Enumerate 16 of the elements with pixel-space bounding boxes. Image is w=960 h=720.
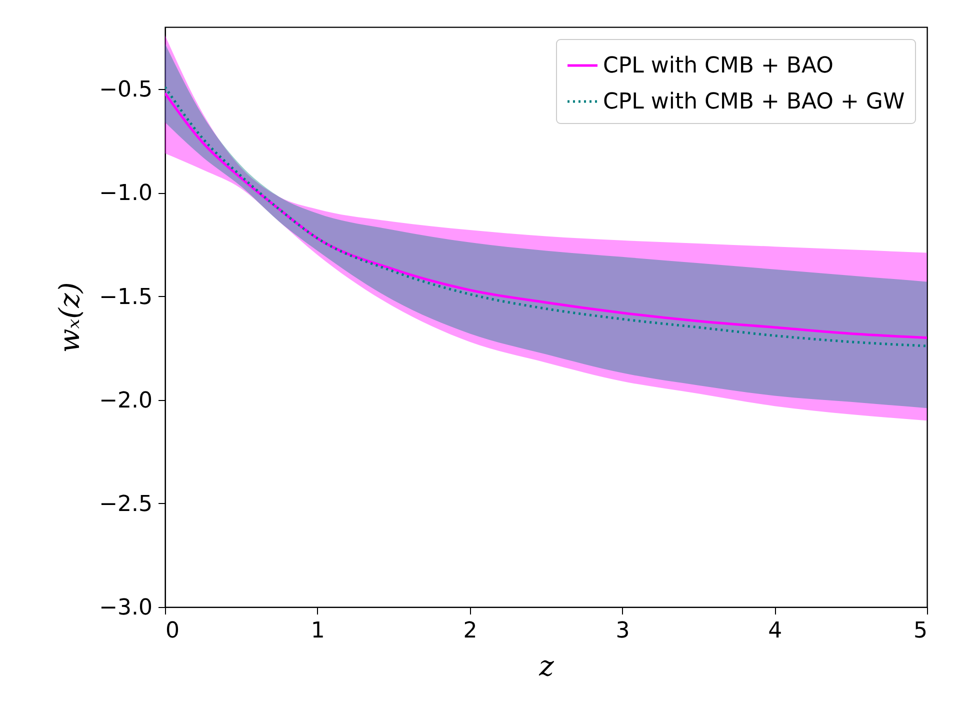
legend-label: CPL with CMB + BAO + GW [603, 90, 905, 114]
y-tick-label: −1.0 [99, 181, 152, 206]
y-tick-label: −3.0 [99, 596, 152, 620]
x-tick-label: 1 [310, 618, 325, 644]
x-tick-label: 0 [166, 618, 180, 644]
y-tick-label: −2.5 [99, 492, 152, 517]
x-tick-label: 3 [616, 618, 630, 644]
y-axis-title: wₓ(z) [53, 282, 86, 353]
x-axis-title: z [538, 650, 554, 682]
legend-label: CPL with CMB + BAO [603, 54, 834, 78]
x-tick-label: 4 [768, 618, 782, 644]
y-tick-label: −0.5 [99, 78, 152, 103]
y-tick-label: −1.5 [99, 284, 152, 310]
x-tick-label: 2 [463, 618, 478, 644]
x-tick-label: 5 [914, 618, 928, 644]
y-tick-label: −2.0 [99, 388, 152, 414]
